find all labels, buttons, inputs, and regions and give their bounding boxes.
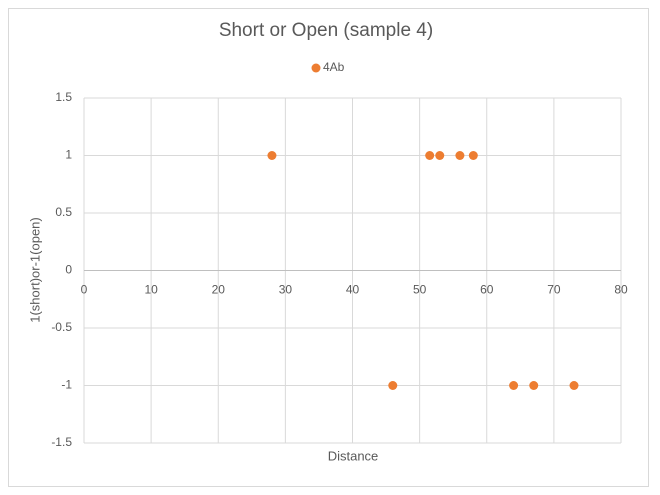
- y-tick-label: 1: [65, 148, 72, 162]
- x-tick-label: 70: [547, 283, 561, 297]
- data-point: [509, 381, 519, 390]
- y-tick-label: 0.5: [55, 205, 72, 219]
- x-tick-label: 50: [413, 283, 427, 297]
- y-tick-label: 0: [65, 263, 72, 277]
- x-tick-label: 0: [81, 283, 88, 297]
- data-point: [388, 381, 398, 390]
- chart-title: Short or Open (sample 4): [219, 20, 433, 41]
- x-tick-label: 60: [480, 283, 494, 297]
- x-tick-label: 40: [346, 283, 360, 297]
- x-tick-label: 10: [144, 283, 158, 297]
- data-point: [267, 151, 277, 160]
- y-tick-label: 1.5: [55, 90, 72, 104]
- legend-label: 4Ab: [323, 60, 345, 74]
- data-point: [529, 381, 539, 390]
- y-tick-label: -1: [61, 378, 72, 392]
- x-tick-label: 20: [212, 283, 226, 297]
- legend-marker: [311, 63, 321, 73]
- data-point: [569, 381, 579, 390]
- data-point: [425, 151, 435, 160]
- x-axis-label: Distance: [328, 448, 379, 463]
- chart-border: [8, 8, 649, 487]
- y-tick-label: -1.5: [51, 435, 72, 449]
- x-tick-label: 30: [279, 283, 293, 297]
- x-tick-label: 80: [614, 283, 628, 297]
- y-tick-label: -0.5: [51, 320, 72, 334]
- data-point: [435, 151, 445, 160]
- y-axis-label: 1(short)or-1(open): [27, 217, 42, 323]
- data-point: [468, 151, 478, 160]
- data-point: [455, 151, 465, 160]
